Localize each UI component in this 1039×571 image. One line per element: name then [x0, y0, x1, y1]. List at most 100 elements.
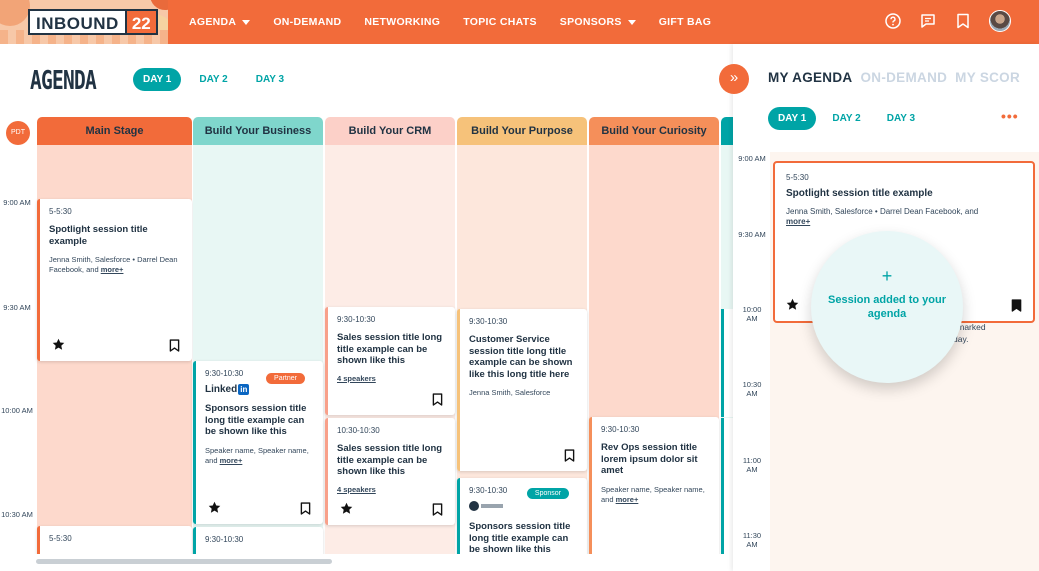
star-icon[interactable] [786, 298, 799, 311]
more-options-icon[interactable]: ••• [1001, 108, 1019, 124]
my-agenda-panel: MY AGENDA ON-DEMAND MY SCOR DAY 1 DAY 2 … [733, 44, 1039, 571]
session-time: 9:30-10:30 [469, 317, 508, 326]
session-card[interactable]: 9:30-10:30 Sponsor Sponsors session titl… [457, 478, 587, 554]
session-speakers: Speaker name, Speaker name, and more+ [601, 484, 705, 504]
session-card[interactable]: 5-5:30 Spotlight session title example J… [37, 199, 192, 361]
session-card[interactable]: 9:30-10:30 Customer Service session titl… [457, 309, 587, 471]
star-icon[interactable] [208, 501, 221, 514]
tab-my-agenda[interactable]: MY AGENDA [768, 70, 853, 85]
timezone-badge: PDT [6, 121, 30, 145]
session-speakers: Jenna Smith, Salesforce [469, 388, 551, 397]
time-label: 9:00 AM [738, 154, 766, 163]
session-title: Spotlight session title example [786, 188, 933, 199]
hidden-message: kmarked day. [953, 322, 986, 344]
session-card[interactable]: 9:30-10:30 Rev Ops session title lorem i… [589, 417, 719, 554]
nav-sponsors[interactable]: SPONSORS [560, 16, 636, 28]
tab-on-demand[interactable]: ON-DEMAND [860, 70, 948, 85]
nav-agenda[interactable]: AGENDA [189, 16, 251, 28]
sponsor-logo [469, 501, 578, 511]
more-link[interactable]: more+ [786, 217, 811, 226]
logo-word: INBOUND [28, 9, 125, 35]
inbound-logo[interactable]: INBOUND 22 [28, 9, 158, 35]
bookmark-icon[interactable] [954, 12, 972, 30]
schedule-grid: PDT 9:00 AM 9:30 AM 10:00 AM 10:30 AM Ma… [0, 114, 733, 554]
time-label: 10:30 AM [742, 380, 762, 398]
time-label: 9:00 AM [3, 198, 31, 207]
session-card[interactable] [721, 309, 733, 417]
bookmark-icon[interactable] [432, 503, 443, 516]
header-icons [884, 10, 1011, 32]
tab-day-3[interactable]: DAY 3 [255, 74, 285, 85]
session-time: 9:30-10:30 [337, 315, 376, 324]
session-title: Spotlight session title example [49, 224, 148, 247]
time-label: 10:00 AM [742, 305, 762, 323]
session-speakers: Jenna Smith, Salesforce • Darrel Dean Fa… [786, 207, 979, 226]
nav-gift-bag[interactable]: GIFT BAG [658, 16, 712, 28]
tab-day-1[interactable]: DAY 1 [133, 68, 182, 91]
star-icon[interactable] [340, 502, 353, 515]
time-label: 11:00 AM [742, 456, 762, 474]
nav-topic-chats[interactable]: TOPIC CHATS [463, 16, 537, 28]
track-header: Build Your Purpose [457, 117, 587, 145]
chevron-down-icon [627, 19, 636, 25]
toast-message: Session added to your agenda [828, 294, 946, 320]
session-title: Sponsors session title long title exampl… [205, 403, 307, 437]
nav-networking[interactable]: NETWORKING [364, 16, 441, 28]
session-time: 9:30-10:30 [601, 425, 640, 434]
session-card[interactable]: 10:30-10:30 Sales session title long tit… [325, 418, 455, 525]
track-column-build-your-curiosity: Build Your Curiosity 9:30-10:30 Rev Ops … [589, 117, 719, 554]
tab-day-2[interactable]: DAY 2 [832, 113, 861, 124]
speakers-link[interactable]: 4 speakers [337, 484, 376, 494]
logo-area: INBOUND 22 [0, 0, 168, 44]
more-link[interactable]: more+ [219, 455, 243, 465]
track-column-partial [721, 117, 733, 554]
session-card[interactable]: 9:30-10:30 Sales session title long titl… [325, 307, 455, 415]
avatar[interactable] [989, 10, 1011, 32]
logo-number: 22 [124, 9, 158, 35]
more-link[interactable]: more+ [100, 265, 124, 274]
session-card[interactable]: 5-5:30 [37, 526, 192, 554]
bookmark-icon[interactable] [300, 502, 311, 515]
session-added-toast: + Session added to your agenda [811, 231, 963, 383]
session-time: 9:30-10:30 [205, 369, 244, 378]
speakers-link[interactable]: 4 speakers [337, 373, 376, 383]
page-title: AGENDA [30, 66, 97, 96]
track-column-build-your-business: Build Your Business 9:30-10:30 Partner L… [193, 117, 323, 554]
session-title: Sales session title long title example c… [337, 443, 443, 477]
chat-icon[interactable] [919, 12, 937, 30]
expand-panel-button[interactable]: » [719, 64, 749, 94]
time-label: 9:30 AM [738, 230, 766, 239]
tab-day-2[interactable]: DAY 2 [199, 74, 228, 85]
track-column-build-your-purpose: Build Your Purpose 9:30-10:30 Customer S… [457, 117, 587, 554]
tab-day-1[interactable]: DAY 1 [768, 107, 817, 130]
sponsor-logo: Linked in [205, 384, 250, 395]
nav-on-demand[interactable]: ON-DEMAND [273, 16, 342, 28]
time-label: 11:30 AM [742, 531, 762, 549]
time-label: 9:30 AM [3, 303, 31, 312]
time-label: 10:30 AM [1, 510, 33, 519]
bookmark-filled-icon[interactable] [1011, 299, 1022, 312]
session-title: Sales session title long title example c… [337, 332, 443, 366]
session-time: 9:30-10:30 [205, 535, 244, 544]
partner-badge: Partner [266, 373, 305, 384]
session-time: 9:30-10:30 [469, 486, 508, 495]
session-time: 10:30-10:30 [337, 426, 380, 435]
tab-day-3[interactable]: DAY 3 [886, 113, 916, 124]
top-nav-bar: INBOUND 22 AGENDA ON-DEMAND NETWORKING T… [0, 0, 1039, 44]
bookmark-icon[interactable] [432, 393, 443, 406]
tab-my-score[interactable]: MY SCOR [955, 70, 1021, 85]
horizontal-scrollbar[interactable] [36, 559, 332, 564]
track-column-main-stage: Main Stage 5-5:30 Spotlight session titl… [37, 117, 192, 554]
session-title: Customer Service session title long titl… [469, 334, 573, 380]
star-icon[interactable] [52, 338, 65, 351]
session-time: 5-5:30 [49, 534, 72, 543]
panel-tabs: MY AGENDA ON-DEMAND MY SCOR [768, 70, 1020, 85]
session-card[interactable]: 9:30-10:30 [193, 527, 323, 554]
bookmark-icon[interactable] [169, 339, 180, 352]
more-link[interactable]: more+ [615, 494, 639, 504]
help-icon[interactable] [884, 12, 902, 30]
session-card[interactable]: 9:30-10:30 Partner Linked in Sponsors ses… [193, 361, 323, 524]
session-speakers: Speaker name, Speaker name, and more+ [205, 445, 309, 465]
session-card[interactable] [721, 418, 733, 554]
bookmark-icon[interactable] [564, 449, 575, 462]
